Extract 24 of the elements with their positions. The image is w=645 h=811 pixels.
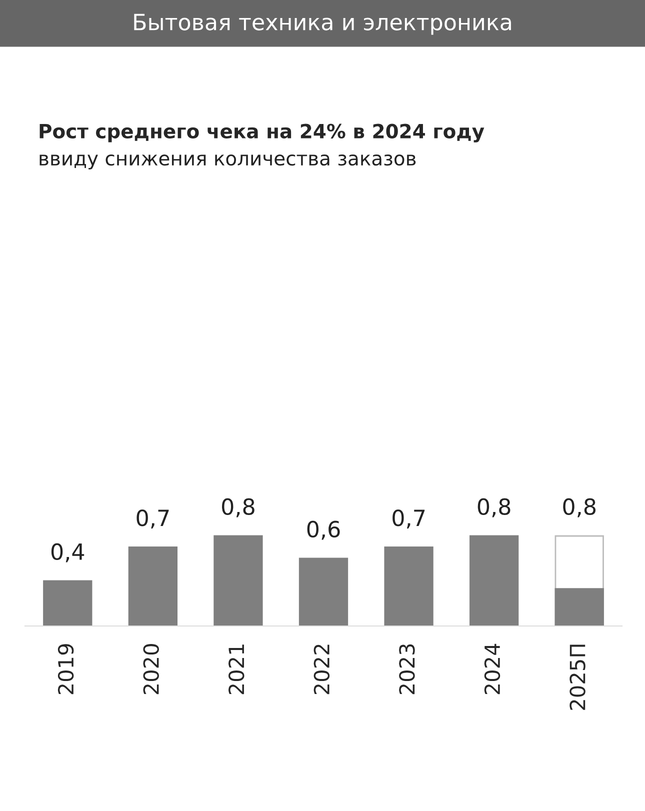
bar bbox=[469, 535, 519, 626]
bar bbox=[554, 588, 604, 626]
text: ввиду снижения количества заказов bbox=[40, 154, 416, 170]
chart-title: Бытовая техника и электроника bbox=[134, 14, 511, 35]
x-tick-label: 2025П bbox=[570, 644, 586, 710]
x-tick-label: 2021 bbox=[228, 644, 244, 694]
x-tick-label: 2019 bbox=[58, 644, 74, 694]
data-label: 0,8 bbox=[478, 498, 510, 518]
bar bbox=[384, 546, 434, 626]
data-label: 0,6 bbox=[307, 520, 340, 540]
x-tick-label: 2024 bbox=[484, 644, 500, 694]
data-label: 0,7 bbox=[136, 509, 169, 529]
bar bbox=[43, 580, 92, 626]
data-label: 0,7 bbox=[392, 509, 425, 529]
x-tick-label: 2023 bbox=[399, 644, 415, 694]
x-tick-label: 2022 bbox=[314, 644, 330, 694]
x-tick-label: 2020 bbox=[143, 644, 159, 694]
bar bbox=[214, 535, 263, 626]
bar bbox=[298, 558, 348, 626]
bar bbox=[128, 546, 178, 626]
data-label: 0,8 bbox=[222, 498, 254, 518]
data-label: 0,4 bbox=[51, 543, 84, 562]
chart-subtitle: Рост среднего чека на 24% в 2024 году bbox=[40, 124, 484, 142]
data-label: 0,8 bbox=[563, 498, 596, 518]
